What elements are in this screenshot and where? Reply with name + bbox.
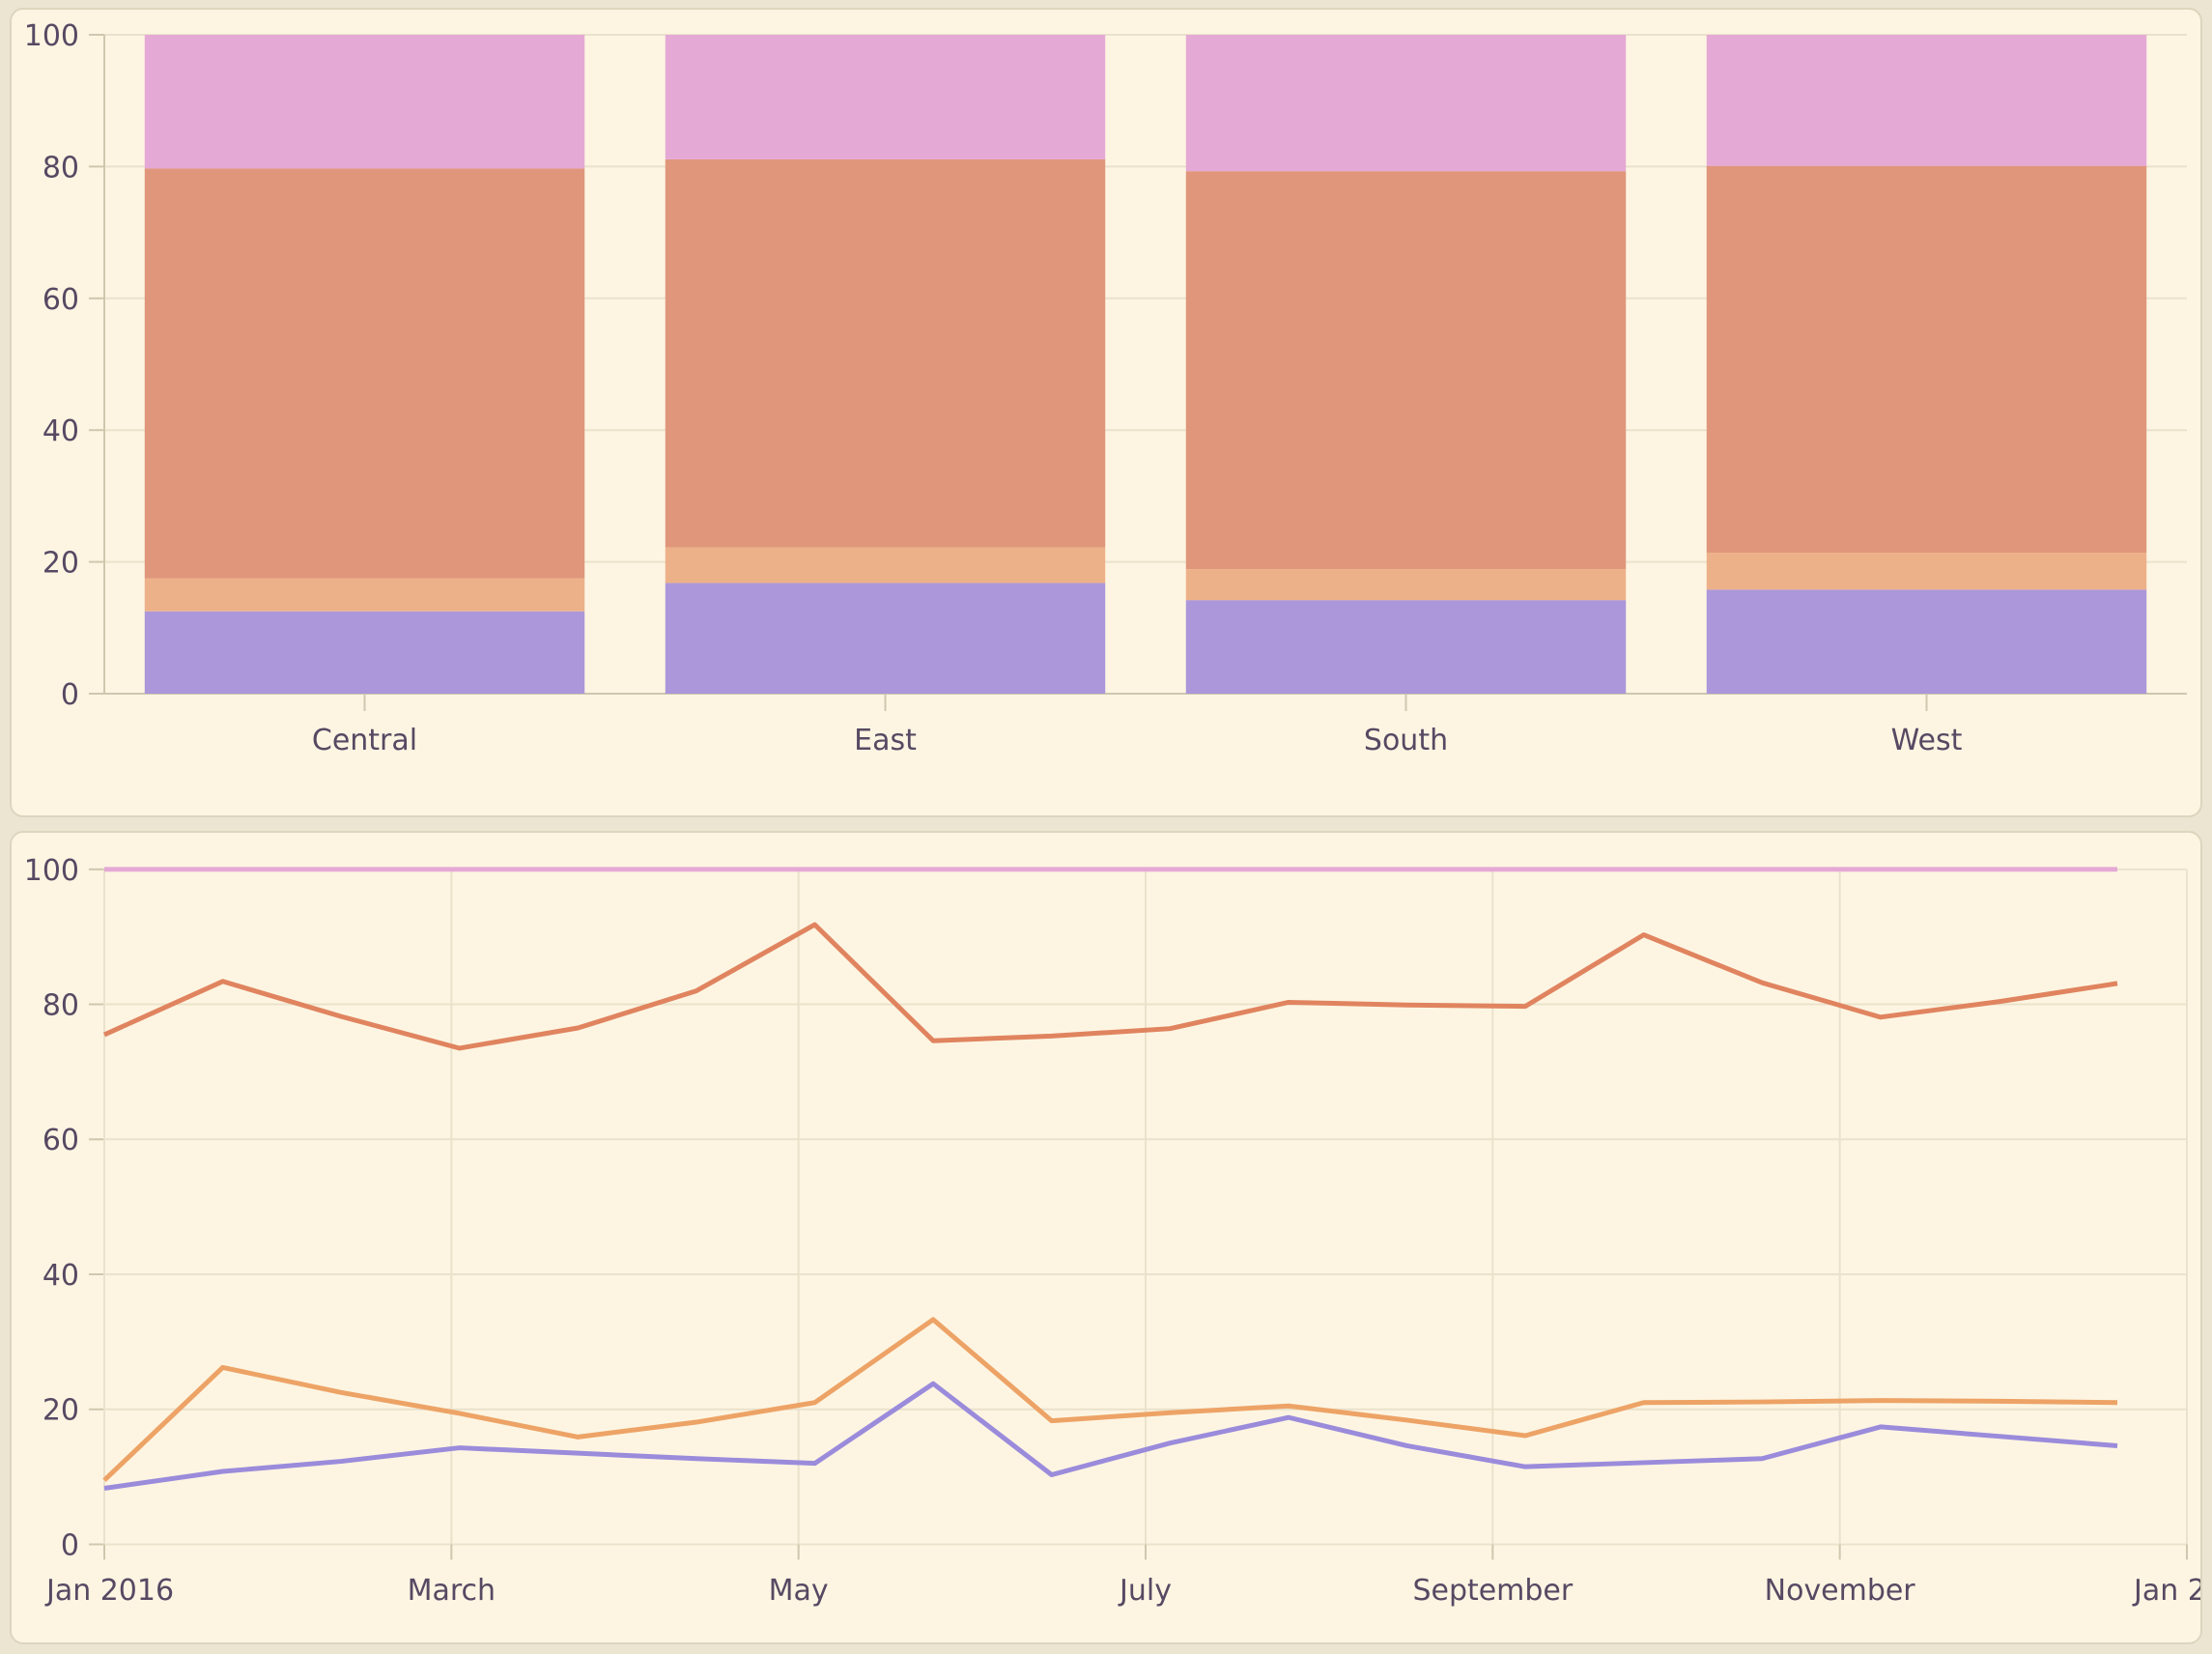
line-y-tick-label: 40 (43, 1259, 79, 1293)
line-purple[interactable] (103, 1381, 2118, 1491)
line-salmon[interactable] (102, 922, 2118, 1051)
stacked-bar-group[interactable] (665, 35, 1106, 694)
bar-segment[interactable] (1185, 35, 1627, 172)
bar-segment[interactable] (144, 578, 585, 612)
stacked-bar-group[interactable] (144, 35, 585, 694)
bar-segment[interactable] (144, 611, 585, 694)
bar-y-tick-label: 40 (43, 414, 79, 448)
line-x-tick-label: July (1118, 1574, 1172, 1608)
line-x-tick-label: September (1412, 1574, 1573, 1608)
bar-y-tick-label: 60 (43, 283, 79, 317)
line-y-tick-label: 100 (24, 854, 79, 888)
bar-segment[interactable] (1706, 165, 2147, 554)
bar-x-tick-label: East (854, 724, 917, 757)
bar-y-tick-label: 20 (43, 547, 79, 581)
bar-y-tick-label: 0 (61, 678, 79, 712)
line-chart[interactable]: 0 20 40 60 80 100 Jan 2016 March May July Septembe… (12, 833, 2200, 1642)
bar-segment[interactable] (665, 35, 1106, 159)
bar-segment[interactable] (1706, 589, 2147, 694)
stacked-bar-group[interactable] (1185, 35, 1627, 694)
stacked-bar-group[interactable] (1706, 35, 2147, 694)
bar-segment[interactable] (1706, 35, 2147, 166)
line-x-tick-label: Jan 2016 (44, 1574, 174, 1608)
bar-segment[interactable] (665, 547, 1106, 584)
bar-segment[interactable] (1185, 600, 1627, 694)
stacked-bar-panel: 0 20 40 60 80 100 Central East South West (10, 8, 2202, 817)
line-plot-area: 0 20 40 60 80 100 Jan 2016 March May July Septembe… (12, 833, 2200, 1642)
bar-segment[interactable] (1706, 553, 2147, 590)
line-x-tick-label: March (408, 1574, 496, 1608)
bar-y-tick-label: 100 (24, 19, 79, 53)
bar-x-tick-label: Central (312, 724, 417, 757)
bar-segment[interactable] (144, 35, 585, 169)
stacked-bar-chart[interactable]: 0 20 40 60 80 100 Central East South West (12, 10, 2200, 815)
line-x-tick-label: May (769, 1574, 829, 1608)
line-y-tick-label: 80 (43, 989, 79, 1023)
bar-x-tick-label: South (1364, 724, 1448, 757)
bar-segment[interactable] (665, 583, 1106, 694)
stacked-bar-plot-area: 0 20 40 60 80 100 Central East South West (12, 10, 2200, 815)
line-panel: 0 20 40 60 80 100 Jan 2016 March May July Septembe… (10, 831, 2202, 1644)
bar-x-tick-label: West (1891, 724, 1963, 757)
line-y-tick-label: 0 (61, 1528, 79, 1562)
line-x-tick-label: Jan 201 (2132, 1574, 2200, 1608)
bar-segment[interactable] (665, 158, 1106, 548)
line-y-tick-label: 20 (43, 1394, 79, 1428)
line-orange[interactable] (102, 1317, 2118, 1482)
bar-y-tick-label: 80 (43, 151, 79, 185)
bar-segment[interactable] (1185, 171, 1627, 570)
line-y-tick-label: 60 (43, 1124, 79, 1157)
bar-segment[interactable] (144, 168, 585, 579)
line-x-tick-label: November (1765, 1574, 1916, 1608)
bar-segment[interactable] (1185, 569, 1627, 601)
